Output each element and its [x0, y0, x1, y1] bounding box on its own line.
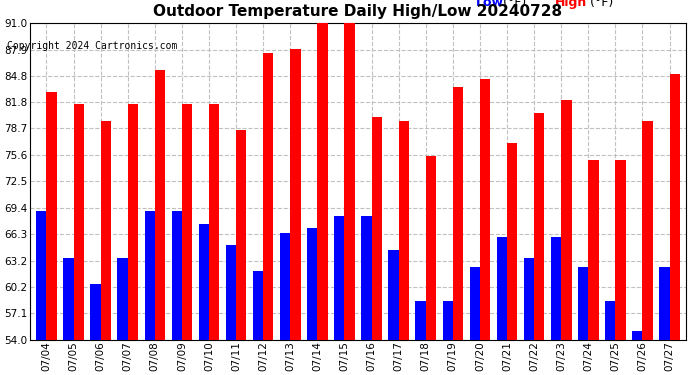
Bar	[334, 216, 344, 340]
Bar	[117, 258, 128, 340]
Bar	[317, 23, 328, 340]
Bar	[280, 232, 290, 340]
Bar	[551, 237, 561, 340]
Bar	[199, 224, 209, 340]
Text: (°F): (°F)	[499, 0, 526, 9]
Text: (°F): (°F)	[586, 0, 613, 9]
Bar	[253, 271, 263, 340]
Text: High: High	[555, 0, 587, 9]
Text: Low: Low	[476, 0, 504, 9]
Bar	[470, 267, 480, 340]
Bar	[426, 156, 436, 340]
Bar	[524, 258, 534, 340]
Bar	[63, 258, 74, 340]
Bar	[534, 113, 544, 340]
Bar	[236, 130, 246, 340]
Bar	[263, 53, 273, 340]
Bar	[74, 104, 84, 340]
Bar	[578, 267, 589, 340]
Bar	[90, 284, 101, 340]
Bar	[155, 70, 165, 340]
Bar	[399, 122, 409, 340]
Title: Outdoor Temperature Daily High/Low 20240728: Outdoor Temperature Daily High/Low 20240…	[153, 4, 562, 19]
Bar	[605, 301, 615, 340]
Bar	[480, 79, 490, 340]
Text: Copyright 2024 Cartronics.com: Copyright 2024 Cartronics.com	[7, 41, 177, 51]
Bar	[415, 301, 426, 340]
Bar	[290, 49, 301, 340]
Bar	[226, 246, 236, 340]
Bar	[101, 122, 111, 340]
Bar	[669, 74, 680, 340]
Bar	[615, 160, 626, 340]
Bar	[642, 122, 653, 340]
Bar	[453, 87, 463, 340]
Bar	[442, 301, 453, 340]
Bar	[209, 104, 219, 340]
Bar	[632, 331, 642, 340]
Bar	[507, 143, 518, 340]
Bar	[144, 211, 155, 340]
Bar	[182, 104, 193, 340]
Bar	[172, 211, 182, 340]
Bar	[307, 228, 317, 340]
Bar	[344, 23, 355, 340]
Bar	[659, 267, 669, 340]
Bar	[36, 211, 46, 340]
Bar	[589, 160, 599, 340]
Bar	[46, 92, 57, 340]
Bar	[388, 250, 399, 340]
Bar	[371, 117, 382, 340]
Bar	[362, 216, 371, 340]
Bar	[497, 237, 507, 340]
Bar	[128, 104, 138, 340]
Bar	[561, 100, 571, 340]
